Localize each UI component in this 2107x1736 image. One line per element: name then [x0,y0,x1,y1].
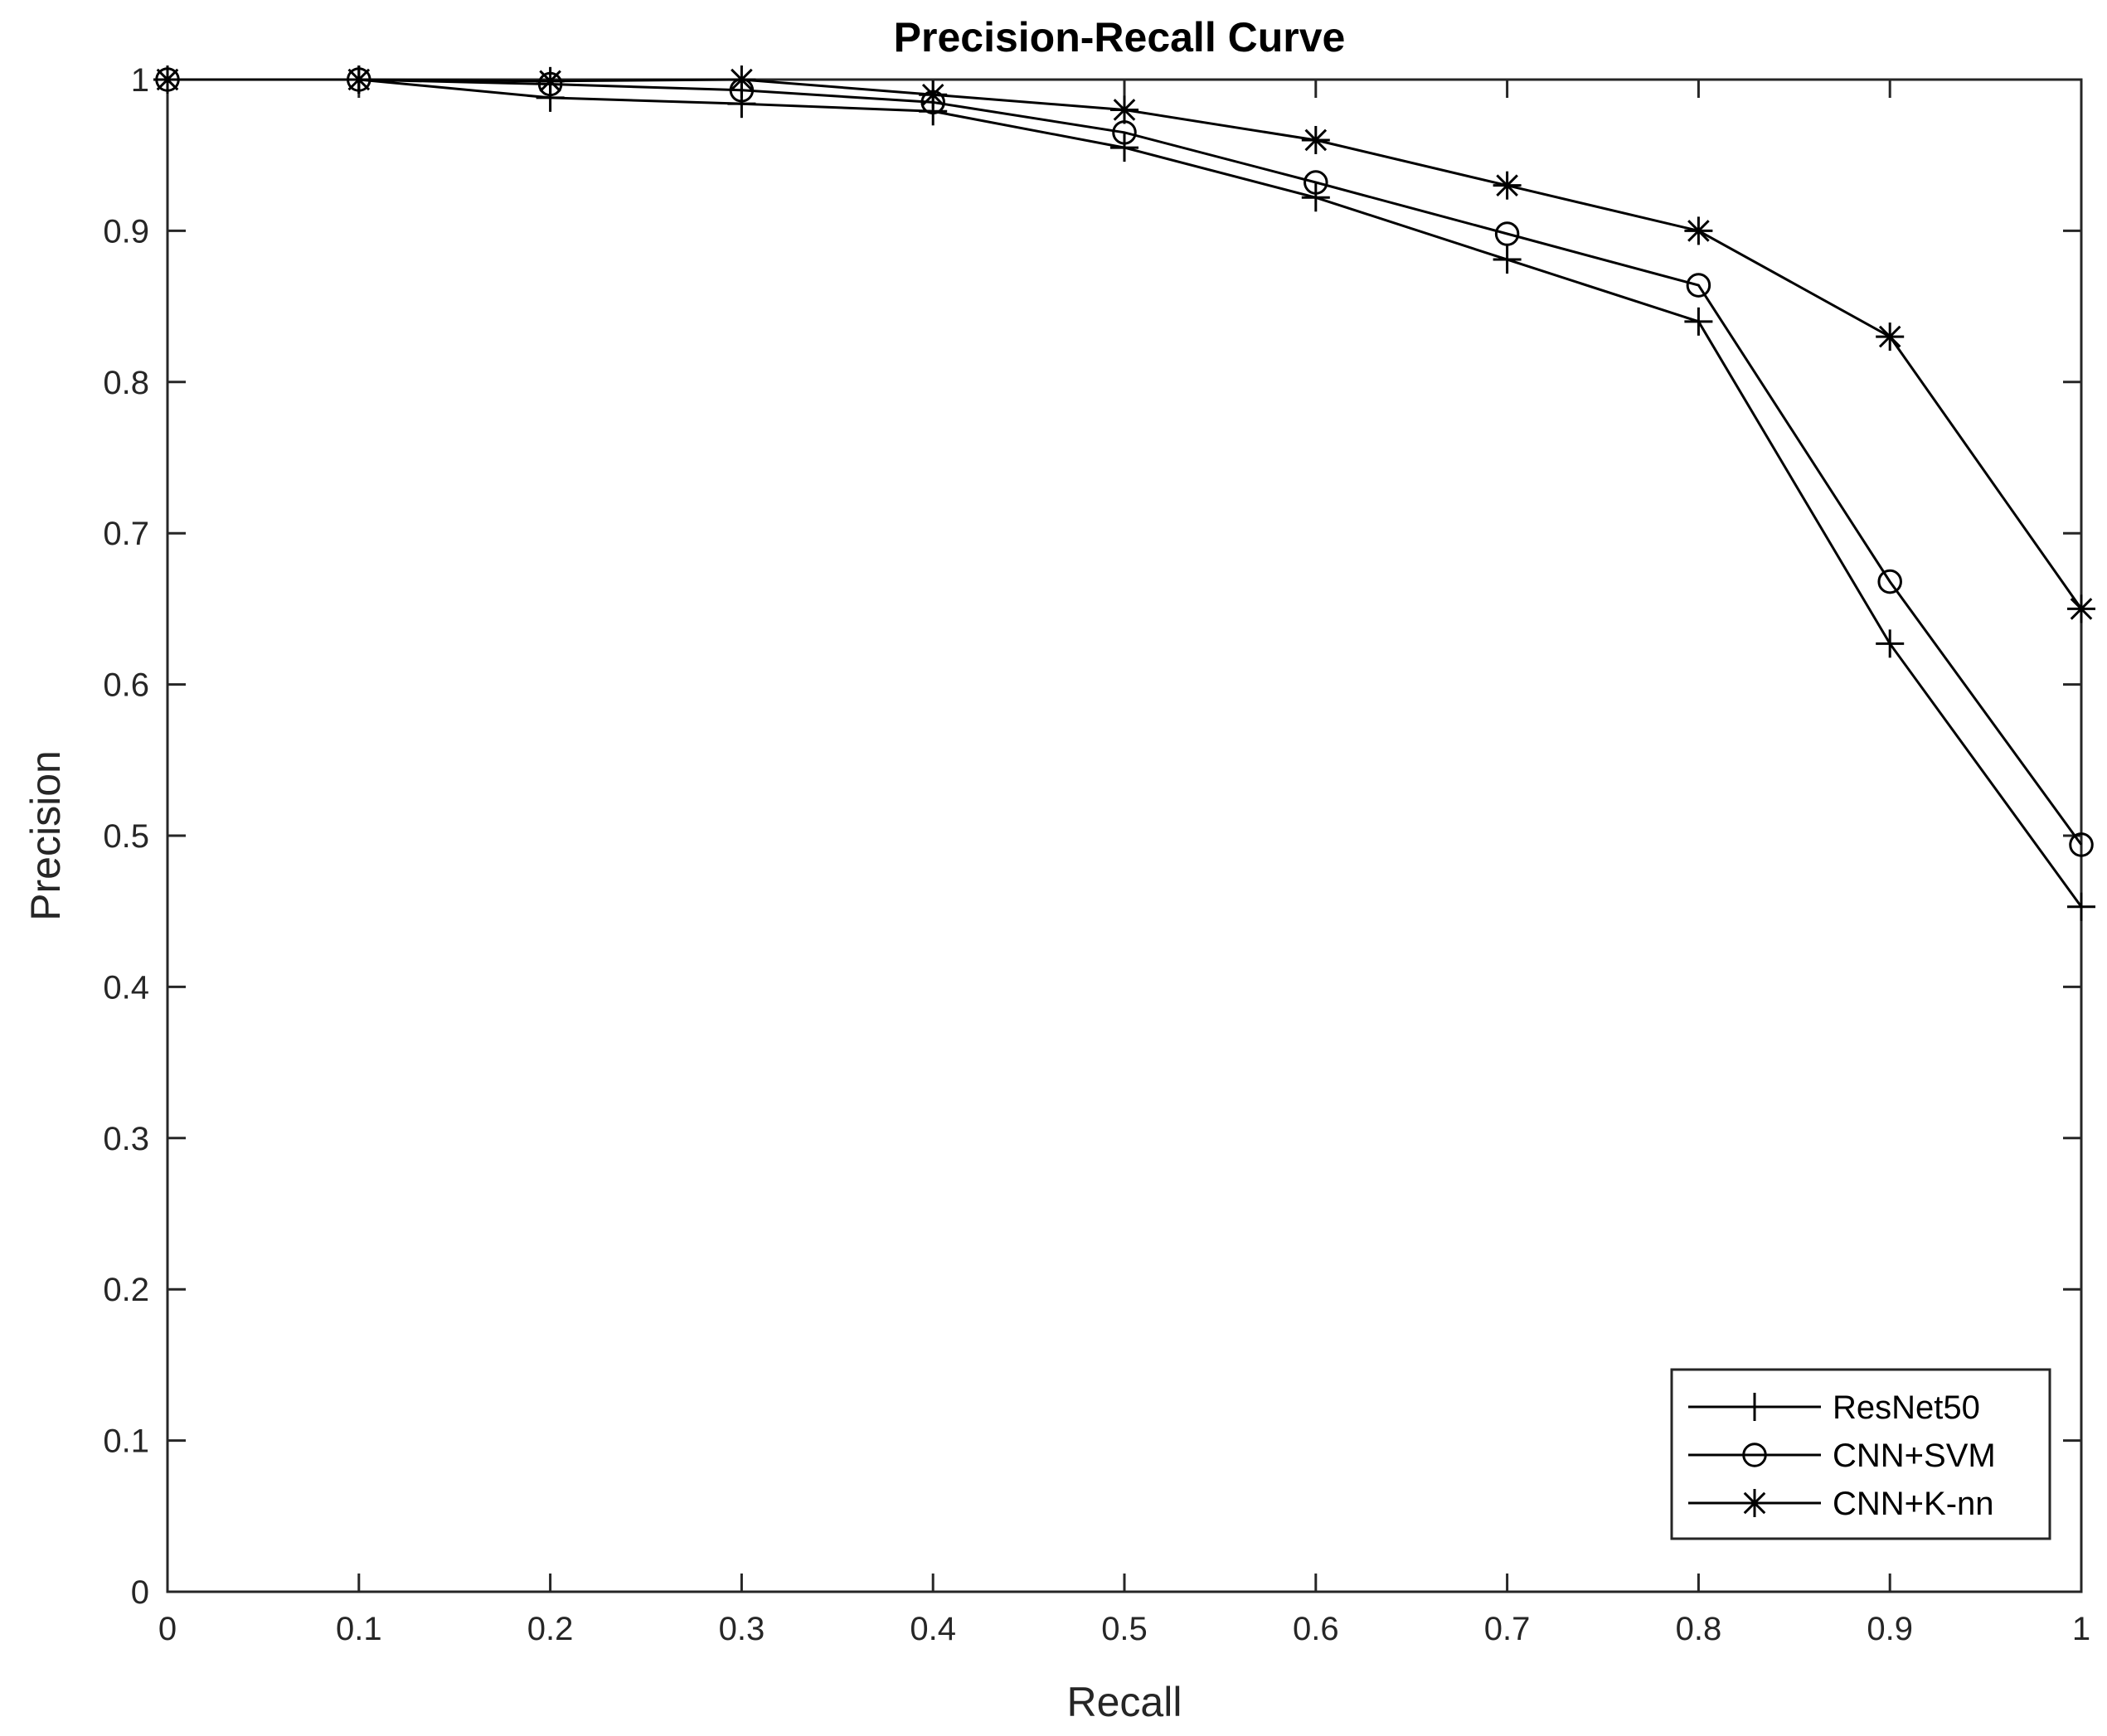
point-cnn-k-nn [1304,129,1328,152]
point-cnn-k-nn [347,68,371,91]
x-tick-label: 0 [158,1611,177,1647]
point-cnn-k-nn [921,83,944,106]
y-tick-label: 0.8 [103,365,149,401]
x-tick-label: 0.9 [1867,1611,1913,1647]
y-axis-label: Precision [22,750,69,921]
legend-marker-cnn-k-nn [1743,1491,1766,1515]
point-cnn-k-nn [1687,220,1710,242]
legend-item-cnn-k-nn: CNN+K-nn [1688,1486,1994,1522]
legend-item-cnn-svm: CNN+SVM [1688,1438,1996,1474]
chart-title: Precision-Recall Curve [894,14,1346,61]
x-axis-label: Recall [1067,1679,1182,1725]
point-cnn-svm [1877,569,1902,594]
series-cnn-k-nn [153,65,2095,623]
x-tick-label: 0.5 [1101,1611,1148,1647]
point-cnn-k-nn [1113,99,1136,121]
x-tick-labels: 0 0.1 0.2 0.3 0.4 0.5 0.6 0.7 0.8 0.9 1 [158,1611,2090,1647]
legend-label-cnn-svm: CNN+SVM [1833,1438,1996,1474]
y-tick-labels: 0 0.1 0.2 0.3 0.4 0.5 0.6 0.7 0.8 0.9 1 [103,62,149,1611]
x-tick-label: 0.7 [1484,1611,1531,1647]
legend-label-cnn-k-nn: CNN+K-nn [1833,1486,1994,1522]
y-tick-label: 0.5 [103,818,149,855]
y-tick-label: 0.9 [103,213,149,250]
x-tick-label: 0.1 [336,1611,382,1647]
point-cnn-svm [1686,273,1711,298]
y-tick-label: 0.2 [103,1272,149,1308]
point-cnn-k-nn [731,68,753,91]
point-cnn-k-nn [2070,598,2093,620]
y-tick-label: 1 [131,62,149,99]
y-tick-label: 0.1 [103,1423,149,1460]
y-tick-label: 0.3 [103,1121,149,1157]
legend-marker-cnn-svm [1742,1443,1767,1467]
series-line-cnn-svm [167,78,2083,846]
x-tick-label: 0.4 [910,1611,956,1647]
x-tick-label: 0.2 [527,1611,574,1647]
point-cnn-k-nn [539,70,561,93]
x-tick-label: 0.8 [1676,1611,1722,1647]
legend-item-resnet50: ResNet50 [1688,1389,1980,1426]
y-tick-label: 0.4 [103,969,149,1006]
legend: ResNet50 CNN+SVM CNN+K-nn [1670,1368,2051,1540]
y-tick-label: 0 [131,1574,149,1611]
x-tick-label: 0.6 [1293,1611,1339,1647]
legend-label-resnet50: ResNet50 [1833,1389,1980,1426]
point-cnn-k-nn [1878,325,1901,348]
y-tick-label: 0.7 [103,516,149,552]
data-series [153,65,2095,921]
point-cnn-k-nn [156,68,179,91]
point-cnn-svm [1304,170,1328,195]
point-cnn-svm [1494,221,1520,246]
point-cnn-svm [2069,832,2094,857]
x-tick-label: 1 [2072,1611,2090,1647]
point-cnn-k-nn [1496,174,1518,196]
y-tick-label: 0.6 [103,667,149,704]
x-tick-label: 0.3 [719,1611,765,1647]
